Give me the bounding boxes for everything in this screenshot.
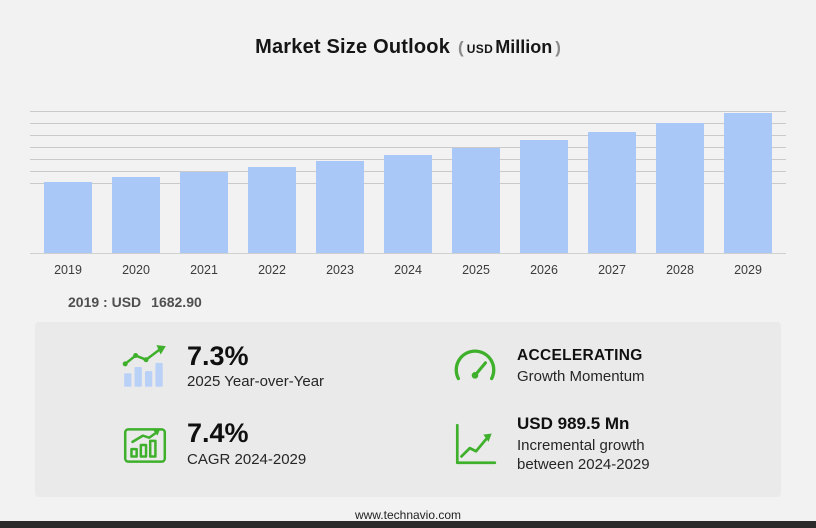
x-tick-2022: 2022 xyxy=(258,263,286,277)
x-tick-2027: 2027 xyxy=(598,263,626,277)
x-tick-2025: 2025 xyxy=(462,263,490,277)
bar-2023 xyxy=(316,161,364,253)
bar-2025 xyxy=(452,148,500,253)
speedometer-icon xyxy=(450,342,500,392)
bar-2019 xyxy=(44,182,92,253)
baseline-label: 2019 : USD xyxy=(68,294,142,310)
baseline-value: 1682.90 xyxy=(151,294,202,310)
bottom-bar xyxy=(0,521,816,528)
baseline-annotation: 2019 : USD 1682.90 xyxy=(68,294,816,310)
title-unit: Million xyxy=(495,37,553,57)
gridline xyxy=(30,147,786,148)
momentum-label: Growth Momentum xyxy=(517,368,645,386)
cagr-label: CAGR 2024-2029 xyxy=(187,450,307,468)
bar-2020 xyxy=(112,177,160,253)
bar-2026 xyxy=(520,140,568,253)
bar-2021 xyxy=(180,172,228,253)
bars xyxy=(30,113,786,253)
stats-panel: 7.3% 2025 Year-over-Year ACCELERATING Gr… xyxy=(35,322,781,497)
title-close-paren: ) xyxy=(555,38,561,57)
x-tick-2020: 2020 xyxy=(122,263,150,277)
page-title: Market Size Outlook (USD Million) xyxy=(0,0,816,59)
stat-yoy: 7.3% 2025 Year-over-Year xyxy=(120,342,450,392)
stat-cagr: 7.4% CAGR 2024-2029 xyxy=(120,414,450,475)
gridline xyxy=(30,123,786,124)
x-tick-2026: 2026 xyxy=(530,263,558,277)
x-tick-2023: 2023 xyxy=(326,263,354,277)
x-axis-labels: 2019 2020 2021 2022 2023 2024 2025 2026 2027 2028… xyxy=(30,263,786,277)
bar-2028 xyxy=(656,123,704,253)
title-main: Market Size Outlook xyxy=(255,36,451,58)
title-open-paren: ( xyxy=(458,38,464,57)
yoy-value: 7.3% xyxy=(187,341,249,371)
yoy-label: 2025 Year-over-Year xyxy=(187,373,325,391)
bar-2029 xyxy=(724,113,772,253)
x-tick-2028: 2028 xyxy=(666,263,694,277)
x-tick-2029: 2029 xyxy=(734,263,762,277)
market-size-bar-chart: 2019 2020 2021 2022 2023 2024 2025 2026 2027 2028… xyxy=(30,111,786,277)
cagr-value: 7.4% xyxy=(187,418,249,449)
incremental-label: Incremental growth between 2024-2029 xyxy=(517,437,650,474)
bar-growth-icon xyxy=(120,342,170,392)
footer-url[interactable]: www.technavio.com xyxy=(354,507,462,522)
gridline xyxy=(30,111,786,112)
bar-2024 xyxy=(384,155,432,253)
bar-2022 xyxy=(248,167,296,253)
incremental-growth-icon xyxy=(450,420,500,470)
title-currency: USD xyxy=(466,42,494,56)
momentum-value: ACCELERATING xyxy=(517,346,643,364)
bar-2027 xyxy=(588,132,636,253)
gridline xyxy=(30,135,786,136)
cagr-chart-icon xyxy=(120,420,170,470)
x-tick-2024: 2024 xyxy=(394,263,422,277)
plot-area xyxy=(30,111,786,254)
incremental-value: USD 989.5 Mn xyxy=(517,414,630,434)
stat-momentum: ACCELERATING Growth Momentum xyxy=(450,342,771,392)
x-tick-2019: 2019 xyxy=(54,263,82,277)
x-tick-2021: 2021 xyxy=(190,263,218,277)
stat-incremental: USD 989.5 Mn Incremental growth between … xyxy=(450,414,771,475)
